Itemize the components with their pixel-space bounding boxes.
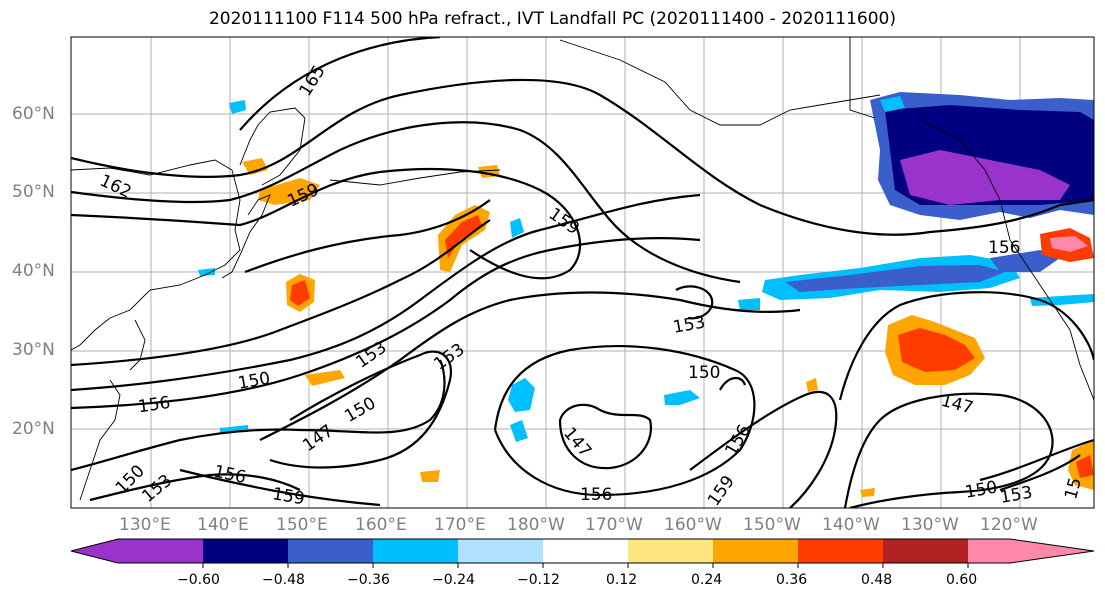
colorbar-segment [288, 539, 373, 563]
colorbar-tick-label: 0.36 [776, 572, 808, 588]
contour-label: 156 [988, 238, 1020, 258]
colorbar-extend-left [71, 539, 118, 563]
plot-frame [70, 36, 1095, 509]
colorbar-segment [373, 539, 458, 563]
colorbar-tick-label: −0.24 [432, 572, 475, 588]
colorbar-tick-label: 0.48 [861, 572, 893, 588]
colorbar-segment [883, 539, 968, 563]
colorbar-segment [798, 539, 883, 563]
lat-label: 20°N [12, 419, 55, 439]
coastlines [71, 37, 1094, 501]
lon-label: 160°W [664, 515, 722, 535]
colorbar-tick-label: 0.24 [691, 572, 723, 588]
colorbar-segment [968, 539, 1010, 563]
lat-label: 50°N [12, 182, 55, 202]
shading [198, 92, 1094, 497]
lon-label: 130°E [119, 515, 171, 535]
contour-label: 156 [580, 485, 612, 505]
colorbar [70, 538, 1095, 568]
lon-label: 170°W [585, 515, 643, 535]
lat-label: 30°N [12, 340, 55, 360]
lon-label: 150°E [276, 515, 328, 535]
lon-label: 150°W [743, 515, 801, 535]
lon-label: 140°W [822, 515, 880, 535]
colorbar-segment [458, 539, 543, 563]
lat-label: 60°N [12, 104, 55, 124]
colorbar-segment [713, 539, 798, 563]
colorbar-tick-label: 0.60 [946, 572, 978, 588]
lon-label: 170°E [434, 515, 486, 535]
colorbar-segment [628, 539, 713, 563]
lon-label: 180°W [507, 515, 565, 535]
colorbar-tick-label: −0.60 [177, 572, 220, 588]
contour-label: 156 [137, 393, 172, 417]
map-plot-area: 165 162 159 159 156 153 153 153 150 150 … [71, 37, 1094, 509]
colorbar-tick-label: −0.12 [517, 572, 560, 588]
lon-label: 160°E [355, 515, 407, 535]
colorbar-tick-label: −0.36 [347, 572, 390, 588]
colorbar-tick-label: 0.12 [606, 572, 638, 588]
lat-label: 40°N [12, 261, 55, 281]
colorbar-segment [203, 539, 288, 563]
contour-label: 150 [688, 363, 720, 383]
colorbar-tick-label: −0.48 [262, 572, 305, 588]
lon-label: 130°W [901, 515, 959, 535]
lon-label: 120°W [980, 515, 1038, 535]
colorbar-segment [118, 539, 203, 563]
lon-label: 140°E [197, 515, 249, 535]
colorbar-extend-right [1010, 539, 1094, 563]
map-title: 2020111100 F114 500 hPa refract., IVT La… [208, 9, 896, 29]
height-contours [71, 37, 1094, 508]
contour-label: 159 [271, 484, 306, 509]
colorbar-outline [70, 538, 1095, 564]
colorbar-segment [543, 539, 628, 563]
